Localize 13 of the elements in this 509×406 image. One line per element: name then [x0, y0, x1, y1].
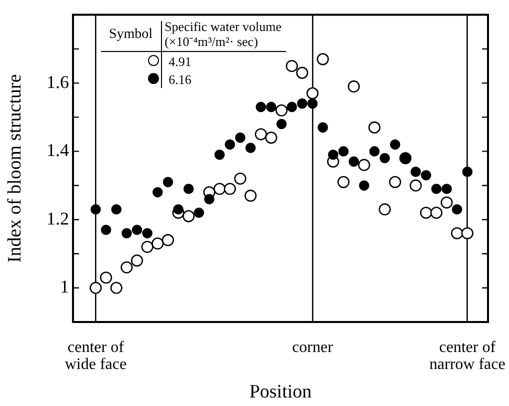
legend-title: Specific water volume (×10⁻⁴m³/m²· sec) — [160, 18, 286, 52]
y-tick-label: 1 — [60, 276, 69, 297]
legend-label: 6.16 — [168, 70, 192, 88]
y-tick-label: 1.4 — [46, 140, 69, 160]
y-tick-label: 1.2 — [46, 208, 69, 228]
y-axis-title: Index of bloom structure — [4, 74, 26, 263]
annotation: Symbol — [101, 18, 161, 52]
x-tick-label: center of wide face — [64, 339, 127, 374]
y-tick-label: 1.6 — [46, 72, 69, 92]
x-tick-label: corner — [292, 339, 334, 356]
legend-label: 4.91 — [168, 52, 192, 70]
x-tick-label: center of narrow face — [429, 339, 506, 374]
x-axis-title: Position — [249, 382, 312, 403]
